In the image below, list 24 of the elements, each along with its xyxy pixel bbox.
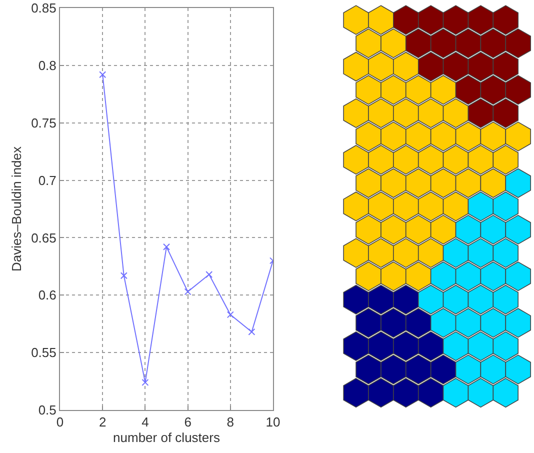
x-axis-title: number of clusters: [113, 430, 220, 446]
point: [206, 270, 213, 278]
y-tick-label: 0.6: [38, 288, 56, 303]
point: [248, 328, 256, 336]
x-tick-label: 10: [266, 414, 280, 430]
y-tick-label: 0.7: [38, 172, 56, 188]
x-tick-label: 8: [226, 414, 234, 430]
point: [226, 311, 234, 318]
y-tick-label: 0.75: [31, 115, 56, 130]
y-axis-title: Davies–Bouldin index: [9, 146, 24, 272]
x-tick-label: 2: [98, 414, 106, 430]
y-tick-label: 0.8: [38, 58, 56, 73]
point: [184, 288, 192, 296]
y-tick-label: 0.65: [31, 230, 56, 246]
y-tick-label: 0.55: [31, 345, 56, 360]
x-tick-label: 0: [56, 414, 64, 430]
point: [99, 71, 106, 78]
y-tick-label: 0.85: [31, 0, 56, 16]
y-tick-label: 0.5: [38, 402, 56, 418]
x-tick-label: 6: [184, 414, 192, 430]
x-tick-label: 4: [142, 414, 149, 430]
point: [142, 378, 149, 386]
point: [163, 243, 170, 250]
point: [120, 272, 128, 280]
